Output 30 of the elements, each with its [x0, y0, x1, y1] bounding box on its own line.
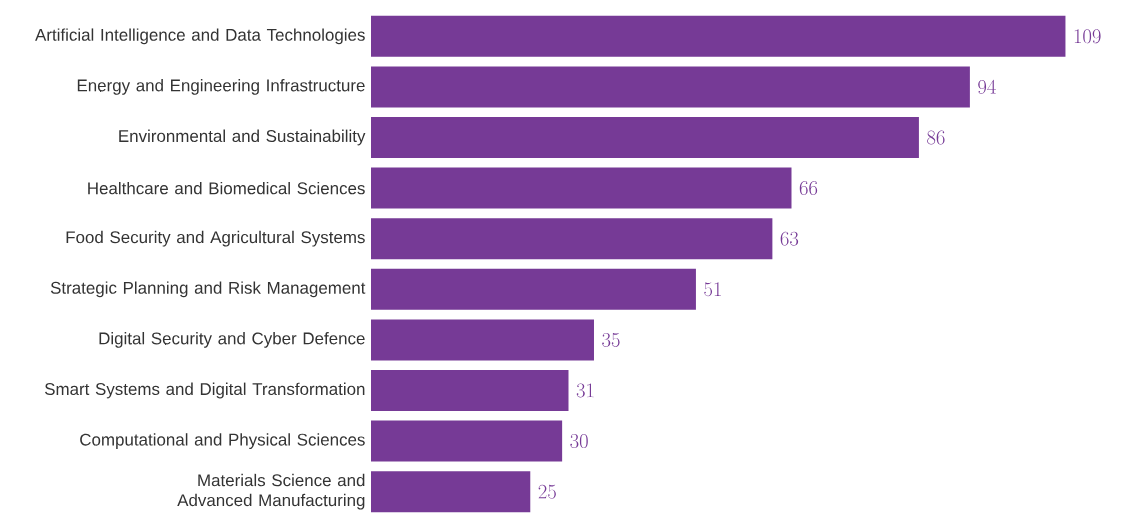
y-tick-label: Digital Security and Cyber Defence	[99, 332, 365, 348]
bar	[371, 420, 563, 462]
bar	[371, 218, 773, 260]
bar	[371, 471, 531, 513]
bar	[371, 268, 696, 310]
data-label: 25	[538, 484, 556, 499]
data-label: 35	[602, 332, 620, 347]
bar	[371, 370, 569, 411]
data-label: 30	[570, 434, 588, 449]
bar	[371, 117, 919, 158]
bar	[371, 15, 1066, 57]
y-tick-label: Healthcare and Biomedical Sciences	[88, 181, 365, 195]
y-tick-label: Smart Systems and Digital Transformation	[44, 382, 365, 399]
data-label: 86	[927, 130, 945, 145]
y-tick-label: Energy and Engineering Infrastructure	[77, 79, 365, 95]
y-tick-label: Artificial Intelligence and Data Technologies	[35, 28, 365, 45]
data-label: 63	[780, 231, 799, 246]
data-label: 66	[799, 181, 818, 196]
y-tick-label: Food Security and Agricultural Systems	[66, 230, 365, 247]
y-tick-label: Strategic Planning and Risk Management	[50, 281, 366, 298]
y-tick-label: Materials Science and Advanced Manufacturing	[177, 473, 365, 510]
data-label: 94	[978, 79, 996, 94]
y-tick-label: Environmental and Sustainability	[119, 129, 366, 146]
bar	[371, 319, 594, 361]
data-label: 51	[704, 282, 721, 297]
data-label: 31	[576, 383, 594, 398]
bar	[371, 66, 970, 108]
bar	[371, 167, 792, 209]
y-tick-label: Computational and Physical Sciences	[80, 433, 365, 449]
data-label: 109	[1074, 29, 1101, 44]
